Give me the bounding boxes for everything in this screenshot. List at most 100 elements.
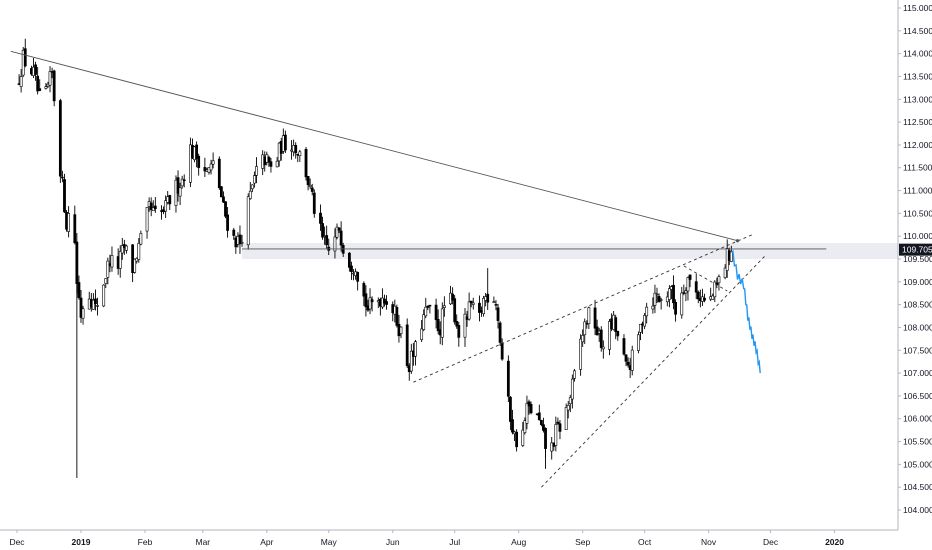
candle-up bbox=[420, 328, 424, 340]
candle-up bbox=[308, 185, 312, 187]
candle-down bbox=[362, 283, 366, 297]
candle-up bbox=[723, 267, 727, 278]
candle-down bbox=[498, 322, 502, 343]
candle-up bbox=[554, 424, 558, 446]
candle-up bbox=[298, 151, 302, 157]
candle-up bbox=[102, 284, 106, 307]
candle-down bbox=[385, 301, 388, 305]
time-tick-label: Aug bbox=[511, 537, 526, 547]
candle-down bbox=[337, 227, 341, 231]
candle-down bbox=[428, 304, 432, 307]
candle-down bbox=[672, 284, 675, 304]
candle-up bbox=[424, 306, 428, 317]
candle-up bbox=[246, 196, 250, 246]
candle-down bbox=[506, 360, 510, 397]
candle-down bbox=[131, 244, 135, 273]
candle-up bbox=[164, 200, 168, 212]
price-tick-label: 106.000 bbox=[903, 414, 932, 424]
candle-up bbox=[579, 338, 583, 370]
candle-up bbox=[655, 293, 659, 296]
candle-down bbox=[478, 302, 481, 313]
candle-up bbox=[133, 258, 137, 273]
price-tick-label: 111.500 bbox=[903, 163, 932, 173]
candle-down bbox=[94, 298, 97, 305]
candle-down bbox=[469, 300, 473, 304]
candle-down bbox=[34, 64, 37, 75]
candle-up bbox=[717, 276, 721, 284]
time-tick-label: Jun bbox=[386, 537, 400, 547]
candle-up bbox=[463, 313, 467, 338]
candle-up bbox=[680, 292, 684, 316]
candle-down bbox=[703, 297, 706, 301]
candle-up bbox=[608, 321, 611, 350]
candle-up bbox=[587, 307, 591, 324]
time-tick-label: 2019 bbox=[72, 537, 91, 547]
trendline-anchor bbox=[735, 239, 740, 243]
candle-up bbox=[209, 163, 213, 171]
time-tick-label: Apr bbox=[260, 537, 273, 547]
candle-down bbox=[321, 223, 324, 238]
candle-down bbox=[73, 214, 77, 244]
candle-down bbox=[79, 297, 83, 318]
price-tick-label: 114.000 bbox=[903, 49, 932, 59]
candle-up bbox=[442, 305, 446, 308]
wedge-trendline[interactable] bbox=[413, 233, 755, 383]
candle-up bbox=[525, 403, 529, 424]
candle-up bbox=[335, 226, 339, 238]
candle-down bbox=[294, 145, 298, 154]
candle-up bbox=[568, 397, 572, 405]
candle-up bbox=[180, 178, 184, 187]
candle-up bbox=[81, 308, 85, 319]
candle-down bbox=[694, 281, 698, 293]
price-tick-label: 113.500 bbox=[903, 71, 932, 81]
candle-down bbox=[527, 401, 531, 407]
candle-up bbox=[275, 160, 279, 168]
candle-down bbox=[319, 212, 322, 224]
candle-down bbox=[176, 177, 180, 194]
candle-down bbox=[453, 298, 457, 323]
candle-down bbox=[688, 274, 692, 280]
time-tick-label: Mar bbox=[195, 537, 210, 547]
price-tick-label: 104.500 bbox=[903, 482, 932, 492]
candle-down bbox=[63, 179, 66, 213]
candle-down bbox=[496, 307, 500, 321]
candle-down bbox=[674, 302, 677, 315]
candle-up bbox=[645, 306, 649, 317]
candle-up bbox=[601, 346, 605, 350]
candle-down bbox=[350, 265, 353, 272]
last-price-badge bbox=[899, 243, 932, 256]
time-tick-label: Dec bbox=[763, 537, 779, 547]
candle-down bbox=[339, 230, 343, 246]
candle-down bbox=[544, 428, 547, 449]
candle-up bbox=[110, 255, 114, 268]
candle-down bbox=[657, 296, 661, 302]
candle-down bbox=[217, 158, 221, 189]
candle-up bbox=[104, 278, 108, 284]
candle-up bbox=[713, 281, 717, 298]
candle-down bbox=[451, 293, 455, 301]
candle-down bbox=[509, 396, 512, 422]
candle-down bbox=[622, 338, 626, 355]
candle-up bbox=[240, 241, 244, 244]
candle-down bbox=[312, 192, 316, 214]
candle-down bbox=[511, 419, 514, 433]
candle-down bbox=[529, 404, 533, 414]
candle-up bbox=[96, 305, 99, 307]
candle-down bbox=[616, 330, 620, 337]
candle-down bbox=[539, 420, 543, 425]
candle-up bbox=[643, 315, 647, 327]
trendline[interactable] bbox=[10, 50, 738, 242]
candle-down bbox=[556, 421, 560, 424]
candle-down bbox=[515, 431, 519, 448]
candle-down bbox=[494, 304, 498, 306]
wedge-trendline[interactable] bbox=[683, 265, 728, 292]
candle-up bbox=[684, 290, 688, 294]
candle-up bbox=[467, 301, 471, 320]
candle-up bbox=[686, 277, 690, 292]
candle-down bbox=[455, 321, 459, 327]
candle-down bbox=[238, 234, 242, 245]
resistance-zone bbox=[242, 243, 899, 259]
candle-up bbox=[48, 71, 52, 86]
candle-up bbox=[189, 144, 192, 183]
time-tick-label: Jul bbox=[449, 537, 460, 547]
